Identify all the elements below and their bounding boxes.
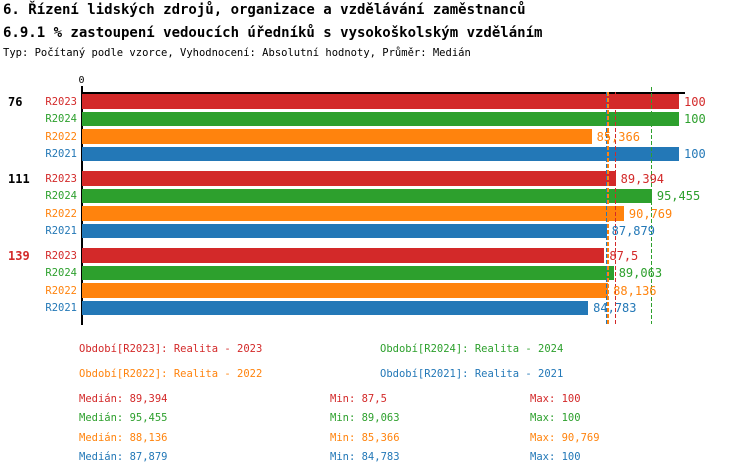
legend-item-R2024: Období[R2024]: Realita - 2024	[380, 343, 564, 355]
median-line-R2022	[607, 92, 609, 324]
axis-origin-label: 0	[78, 75, 85, 86]
value-axis-line	[81, 86, 83, 325]
bar-R2022	[82, 283, 609, 298]
chart-top-line	[81, 92, 685, 94]
bar-series-label-R2021: R2021	[45, 225, 77, 237]
bar-value-label: 95,455	[656, 189, 701, 203]
bar-value-label: 100	[684, 147, 706, 161]
bar-R2022	[82, 129, 592, 144]
bar-series-label-R2023: R2023	[45, 249, 77, 262]
median-line-R2024	[650, 87, 653, 324]
bar-series-label-R2021: R2021	[45, 302, 77, 314]
stat-median-R2021: Medián: 87,879	[79, 451, 168, 464]
chart-title: 6.9.1 % zastoupení vedoucích úředníků s …	[3, 25, 543, 41]
bar-series-label-R2023: R2023	[45, 95, 77, 108]
bar-R2024	[82, 188, 652, 203]
bar-R2022	[82, 206, 624, 221]
median-line-R2023	[614, 92, 617, 324]
page-title: 6. Řízení lidských zdrojů, organizace a …	[3, 2, 526, 18]
stat-median-R2022: Medián: 88,136	[79, 431, 168, 444]
legend-item-R2021: Období[R2021]: Realita - 2021	[380, 368, 564, 380]
bar-R2023	[82, 94, 679, 109]
group-label: 139	[8, 248, 30, 263]
bar-value-label: 85,366	[596, 129, 640, 144]
stat-max-R2021: Max: 100	[530, 451, 581, 464]
bar-value-label: 100	[684, 112, 706, 126]
group-label: 111	[8, 171, 30, 186]
bar-R2023	[82, 171, 616, 186]
stat-min-R2022: Min: 85,366	[330, 431, 400, 444]
bar-series-label-R2024: R2024	[45, 267, 77, 279]
bar-series-label-R2024: R2024	[45, 190, 77, 202]
bar-R2023	[82, 248, 605, 263]
stat-min-R2024: Min: 89,063	[330, 412, 400, 425]
bar-series-label-R2022: R2022	[45, 284, 77, 297]
bar-value-label: 87,879	[611, 224, 655, 238]
bar-R2021	[82, 300, 589, 315]
stat-median-R2023: Medián: 89,394	[79, 393, 168, 405]
stat-min-R2023: Min: 87,5	[330, 393, 387, 405]
bar-value-label: 89,063	[618, 266, 663, 280]
chart-meta: Typ: Počítaný podle vzorce, Vyhodnocení:…	[3, 47, 471, 59]
bar-series-label-R2022: R2022	[45, 207, 77, 220]
group-label: 76	[8, 94, 23, 109]
bar-series-label-R2022: R2022	[45, 130, 77, 143]
median-line-R2021	[605, 92, 608, 324]
bar-value-label: 89,394	[620, 171, 665, 186]
bar-value-label: 87,5	[609, 248, 639, 263]
stat-max-R2022: Max: 90,769	[530, 431, 600, 444]
stat-median-R2024: Medián: 95,455	[79, 412, 168, 425]
bar-value-label: 90,769	[628, 206, 673, 221]
bar-value-label: 100	[684, 94, 706, 109]
legend-item-R2022: Období[R2022]: Realita - 2022	[79, 368, 263, 380]
bar-R2024	[82, 265, 614, 280]
stat-max-R2023: Max: 100	[530, 393, 581, 405]
stat-max-R2024: Max: 100	[530, 412, 581, 425]
legend-item-R2023: Období[R2023]: Realita - 2023	[79, 343, 263, 355]
bar-series-label-R2024: R2024	[45, 113, 77, 125]
bar-value-label: 84,783	[593, 301, 637, 315]
bar-R2021	[82, 223, 607, 238]
bar-series-label-R2023: R2023	[45, 172, 77, 185]
bar-R2021	[82, 146, 679, 161]
stat-min-R2021: Min: 84,783	[330, 451, 400, 464]
bar-value-label: 88,136	[613, 283, 657, 298]
bar-R2024	[82, 111, 679, 126]
bar-series-label-R2021: R2021	[45, 148, 77, 160]
